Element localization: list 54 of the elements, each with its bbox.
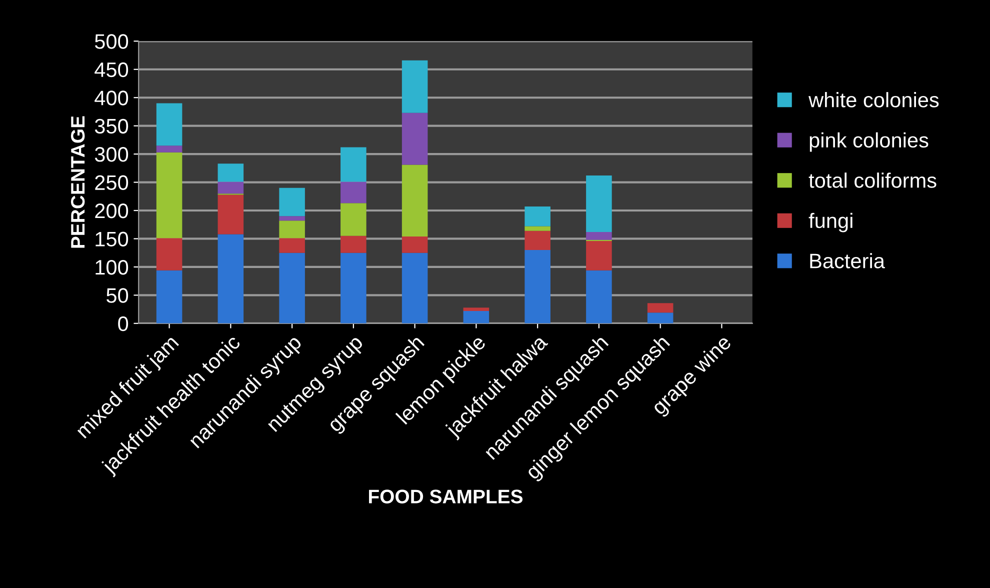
bar <box>340 252 366 324</box>
legend-label: fungi <box>808 212 852 232</box>
bar <box>586 270 612 324</box>
bar <box>402 112 428 165</box>
bar <box>218 194 244 234</box>
bar <box>463 310 490 324</box>
y-tick-label: 350 <box>94 118 128 134</box>
y-tick-label: 150 <box>96 232 128 246</box>
bar <box>463 308 490 311</box>
bar <box>402 60 428 113</box>
legend-label: total coliforms <box>808 172 936 188</box>
bar <box>402 236 428 253</box>
bar <box>340 147 366 182</box>
bar <box>156 152 182 238</box>
bar <box>340 203 366 236</box>
bar <box>218 164 244 182</box>
bar <box>279 238 305 253</box>
bar <box>279 216 305 221</box>
bar <box>279 188 305 216</box>
y-tick-label: 250 <box>95 175 128 190</box>
bar <box>402 164 428 236</box>
bar <box>156 103 182 146</box>
bar <box>156 146 182 152</box>
x-axis-title: FOOD SAMPLES <box>369 490 523 504</box>
bar <box>524 230 550 250</box>
bar <box>647 303 674 313</box>
bar <box>586 240 612 270</box>
legend-label: white colonies <box>808 92 939 108</box>
bar <box>524 226 550 231</box>
bar <box>218 234 244 324</box>
bar <box>524 206 550 226</box>
y-tick-label: 0 <box>118 316 128 332</box>
bar <box>586 232 612 240</box>
bar <box>156 238 182 270</box>
bar <box>279 252 305 324</box>
y-tick-label: 200 <box>95 204 128 218</box>
bar <box>586 176 612 232</box>
bar <box>340 236 366 253</box>
bar <box>218 182 244 194</box>
bar <box>279 220 305 238</box>
y-tick-label: 100 <box>96 260 128 275</box>
y-tick-label: 400 <box>94 90 128 106</box>
bar <box>402 252 428 324</box>
y-tick-label: 50 <box>106 288 128 303</box>
legend-label: Bacteria <box>810 253 885 268</box>
y-tick-label: 450 <box>94 62 128 78</box>
y-tick-label: 500 <box>94 34 128 49</box>
bar <box>647 312 674 324</box>
y-tick-label: 300 <box>94 147 128 162</box>
bar <box>156 270 182 324</box>
legend-label: pink colonies <box>810 132 928 152</box>
bar <box>524 250 550 324</box>
y-axis-title: PERCENTAGE <box>70 116 85 248</box>
bar <box>340 182 366 204</box>
